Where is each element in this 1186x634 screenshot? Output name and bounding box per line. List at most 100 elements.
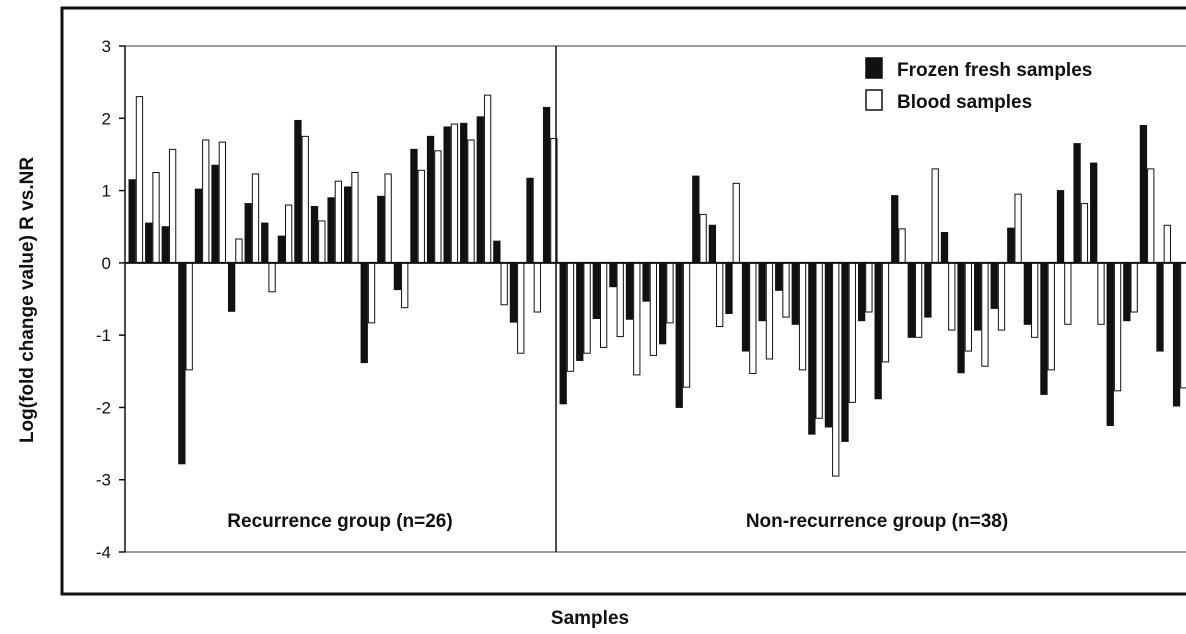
bar-blood — [815, 262, 823, 419]
bar-frozen-fresh — [791, 262, 799, 325]
bars — [128, 94, 1186, 477]
bar-blood — [1180, 262, 1186, 389]
y-tick-label: -1 — [96, 326, 111, 345]
bar-blood — [467, 139, 475, 264]
bar-frozen-fresh — [542, 106, 551, 264]
bar-blood — [848, 262, 856, 403]
bar-frozen-fresh — [526, 177, 534, 264]
bar-blood — [334, 180, 343, 264]
bar-blood — [981, 262, 989, 367]
outer-frame — [60, 6, 1186, 596]
bar-frozen-fresh — [145, 222, 153, 264]
bar-frozen-fresh — [924, 262, 932, 318]
bar-blood — [732, 182, 740, 264]
bar-frozen-fresh — [808, 262, 816, 435]
bar-blood — [616, 262, 624, 338]
bar-blood — [1014, 193, 1022, 264]
bar-frozen-fresh — [559, 262, 567, 405]
bar-frozen-fresh — [940, 232, 949, 264]
bar-blood — [566, 262, 575, 372]
bar-frozen-fresh — [741, 262, 750, 352]
group-label-recurrence: Recurrence group (n=26) — [227, 511, 452, 532]
bar-blood — [152, 172, 160, 264]
legend: Frozen fresh samples Blood samples — [865, 57, 1092, 113]
bar-blood — [682, 262, 691, 388]
bar-blood — [351, 172, 359, 264]
bar-frozen-fresh — [990, 262, 998, 309]
bar-frozen-fresh — [576, 262, 584, 361]
bar-frozen-fresh — [1056, 190, 1065, 264]
bar-frozen-fresh — [824, 262, 833, 428]
bar-frozen-fresh — [294, 119, 302, 264]
bar-frozen-fresh — [857, 262, 866, 322]
bar-blood — [716, 262, 724, 327]
bar-frozen-fresh — [227, 262, 236, 312]
bar-frozen-fresh — [1106, 262, 1114, 426]
bar-frozen-fresh — [128, 179, 136, 264]
bar-blood — [1080, 203, 1089, 264]
bar-blood — [517, 262, 525, 354]
y-tick-label: -2 — [96, 398, 111, 417]
bar-frozen-fresh — [675, 262, 683, 408]
bar-frozen-fresh — [775, 262, 783, 291]
bar-blood — [1113, 262, 1122, 392]
bar-blood — [218, 141, 226, 264]
bar-blood — [898, 228, 906, 264]
bar-frozen-fresh — [310, 205, 319, 264]
bar-frozen-fresh — [344, 186, 352, 264]
bar-blood — [881, 262, 890, 363]
bar-blood — [384, 173, 392, 264]
legend-label-frozen: Frozen fresh samples — [897, 60, 1092, 81]
bar-blood — [533, 262, 541, 313]
bar-blood — [964, 262, 973, 352]
bar-frozen-fresh — [460, 122, 468, 264]
bar-blood — [235, 238, 243, 264]
bar-frozen-fresh — [476, 116, 484, 264]
bar-blood — [832, 262, 840, 477]
x-axis-title: Samples — [551, 608, 629, 629]
bar-blood — [500, 262, 508, 306]
bar-frozen-fresh — [1172, 262, 1181, 407]
bar-frozen-fresh — [1040, 262, 1048, 395]
bar-blood — [1064, 262, 1072, 325]
bar-frozen-fresh — [973, 262, 982, 331]
bar-blood — [948, 262, 956, 331]
bar-frozen-fresh — [360, 262, 368, 364]
bar-frozen-fresh — [377, 195, 385, 264]
bar-frozen-fresh — [659, 262, 667, 345]
bar-frozen-fresh — [194, 188, 203, 264]
bar-blood — [749, 262, 757, 374]
bar-frozen-fresh — [758, 262, 766, 322]
bar-frozen-fresh — [625, 262, 634, 320]
group-label-non-recurrence: Non-recurrence group (n=38) — [746, 511, 1008, 532]
bar-frozen-fresh — [261, 222, 269, 264]
bar-blood — [997, 262, 1006, 331]
bar-blood — [1163, 224, 1171, 264]
bar-blood — [135, 96, 144, 264]
bar-frozen-fresh — [327, 197, 335, 264]
bar-blood — [931, 168, 939, 264]
bar-frozen-fresh — [725, 262, 733, 314]
bar-blood — [699, 213, 707, 264]
plot-frame — [124, 45, 1186, 553]
bar-frozen-fresh — [211, 164, 219, 264]
bar-frozen-fresh — [1156, 262, 1164, 352]
bar-blood — [765, 262, 774, 360]
bar-frozen-fresh — [907, 262, 915, 338]
y-axis-title: Log(fold change value) R vs.NR — [17, 157, 38, 443]
bar-frozen-fresh — [410, 148, 418, 264]
bar-blood — [666, 262, 674, 324]
bar-frozen-fresh — [841, 262, 849, 442]
bar-frozen-fresh — [692, 175, 700, 264]
bar-blood — [185, 262, 193, 371]
y-tick-label: -4 — [96, 543, 111, 562]
bar-blood — [483, 94, 492, 264]
y-tick-label: -3 — [96, 471, 111, 490]
legend-swatch-frozen — [865, 57, 883, 79]
bar-blood — [599, 262, 608, 348]
bar-blood — [583, 262, 591, 354]
bar-frozen-fresh — [642, 262, 650, 302]
bar-blood — [367, 262, 376, 324]
legend-label-blood: Blood samples — [897, 92, 1032, 113]
